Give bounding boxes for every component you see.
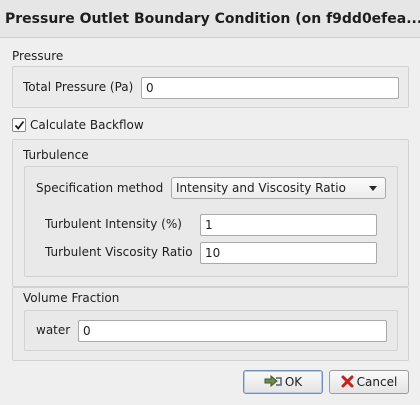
turbulence-section-label: Turbulence: [23, 148, 89, 162]
ok-button-label: OK: [284, 375, 303, 389]
cancel-button[interactable]: Cancel: [329, 370, 409, 394]
volume-fraction-group: water: [24, 310, 398, 351]
calculate-backflow-checkbox[interactable]: [12, 118, 26, 132]
turbulent-intensity-input[interactable]: [200, 214, 377, 236]
turbulent-viscosity-ratio-label: Turbulent Viscosity Ratio: [45, 245, 193, 259]
water-label: water: [36, 323, 71, 337]
turbulence-outer-group: Turbulence Specification method Intensit…: [12, 139, 409, 287]
calculate-backflow-label: Calculate Backflow: [30, 118, 144, 132]
chevron-down-icon: [369, 186, 377, 191]
water-input[interactable]: [78, 320, 387, 342]
volume-fraction-outer-group: Volume Fraction water: [12, 287, 409, 361]
specification-method-value: Intensity and Viscosity Ratio: [176, 181, 346, 195]
pressure-section-label: Pressure: [12, 49, 64, 63]
turbulent-viscosity-ratio-input[interactable]: [200, 242, 377, 264]
ok-button[interactable]: OK: [243, 370, 323, 394]
turbulent-intensity-label: Turbulent Intensity (%): [45, 217, 182, 231]
specification-method-select[interactable]: Intensity and Viscosity Ratio: [171, 177, 386, 199]
check-icon: [264, 374, 282, 387]
checkmark-icon: [14, 120, 25, 130]
specification-method-label: Specification method: [36, 181, 164, 195]
cross-icon: [341, 375, 354, 388]
window-title: Pressure Outlet Boundary Condition (on f…: [0, 0, 420, 38]
pressure-group: Total Pressure (Pa): [12, 66, 409, 108]
turbulence-group: Specification method Intensity and Visco…: [24, 166, 398, 277]
total-pressure-label: Total Pressure (Pa): [23, 80, 134, 94]
total-pressure-input[interactable]: [141, 77, 399, 99]
volume-fraction-section-label: Volume Fraction: [23, 291, 120, 305]
cancel-button-label: Cancel: [356, 375, 398, 389]
